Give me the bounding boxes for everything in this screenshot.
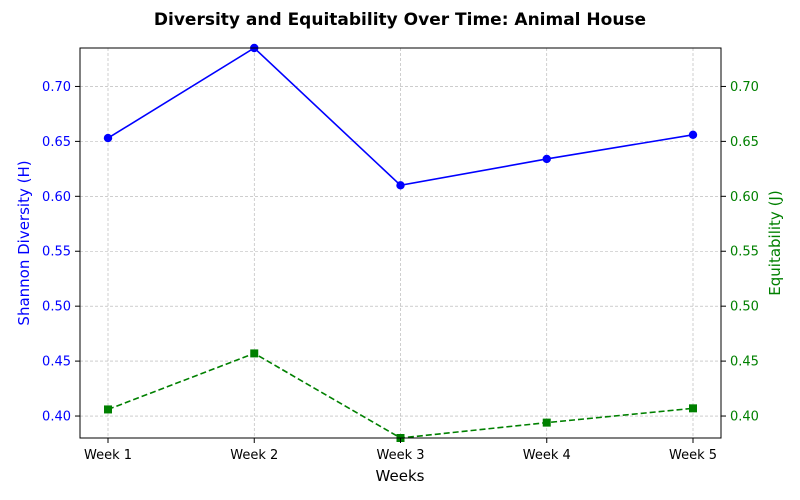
right-y-tick-label: 0.60 bbox=[730, 190, 759, 205]
left-y-tick-label: 0.40 bbox=[42, 410, 71, 425]
left-y-tick-label: 0.70 bbox=[42, 80, 71, 95]
x-tick-label: Week 5 bbox=[669, 448, 717, 463]
left-y-axis: 0.40 0.45 0.50 0.55 0.60 0.65 0.70 bbox=[42, 80, 80, 425]
data-point bbox=[542, 154, 551, 164]
right-y-tick-label: 0.65 bbox=[730, 135, 759, 150]
right-y-tick-label: 0.40 bbox=[730, 410, 759, 425]
x-tick-label: Week 2 bbox=[230, 448, 278, 463]
data-point bbox=[396, 181, 405, 190]
left-y-axis-label: Shannon Diversity (H) bbox=[15, 160, 33, 325]
data-point bbox=[250, 349, 259, 358]
left-y-tick-label: 0.50 bbox=[42, 300, 71, 315]
data-point bbox=[688, 130, 698, 139]
left-y-tick-label: 0.55 bbox=[42, 245, 71, 260]
x-tick-label: Week 4 bbox=[523, 448, 571, 463]
grid bbox=[80, 48, 721, 438]
x-tick-label: Week 1 bbox=[84, 448, 132, 463]
left-y-tick-label: 0.65 bbox=[42, 135, 71, 150]
chart-title: Diversity and Equitability Over Time: An… bbox=[154, 10, 646, 30]
data-point bbox=[103, 133, 113, 143]
right-y-tick-label: 0.70 bbox=[730, 80, 759, 95]
x-axis: Week 1 Week 2 Week 3 Week 4 Week 5 bbox=[84, 438, 717, 463]
right-y-tick-label: 0.50 bbox=[730, 300, 759, 315]
right-y-tick-label: 0.55 bbox=[730, 245, 759, 260]
x-axis-label: Weeks bbox=[376, 467, 425, 485]
left-y-tick-label: 0.45 bbox=[42, 355, 71, 370]
right-y-tick-label: 0.45 bbox=[730, 355, 759, 370]
right-y-axis: 0.40 0.45 0.50 0.55 0.60 0.65 0.70 bbox=[721, 80, 759, 425]
data-point bbox=[104, 405, 112, 414]
x-tick-label: Week 3 bbox=[376, 448, 424, 463]
data-point bbox=[689, 404, 697, 413]
left-y-tick-label: 0.60 bbox=[42, 190, 71, 205]
right-y-axis-label: Equitability (J) bbox=[766, 190, 784, 295]
data-point bbox=[542, 418, 551, 427]
